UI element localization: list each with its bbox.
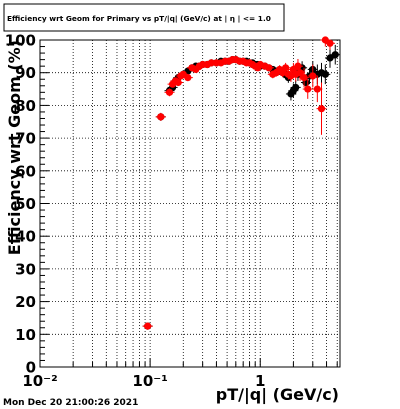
- data-point: [296, 69, 304, 77]
- y-tick-label: 20: [15, 293, 36, 311]
- y-tick-label: 30: [15, 260, 36, 278]
- y-tick-label: 100: [5, 32, 36, 50]
- data-point: [144, 322, 152, 330]
- y-tick-label: 60: [15, 162, 36, 180]
- data-point: [304, 85, 312, 93]
- y-tick-label: 0: [26, 359, 36, 377]
- x-tick-label: 10⁻¹: [132, 372, 167, 390]
- x-axis-title: pT/|q| (GeV/c): [216, 385, 339, 405]
- data-point: [165, 88, 174, 96]
- data-point: [317, 105, 326, 113]
- y-tick-label: 70: [15, 130, 36, 148]
- series-group: [142, 36, 336, 330]
- data-point: [326, 39, 334, 47]
- data-point: [174, 78, 182, 87]
- y-tick-labels: 0 10 20 30 40 50 60 70 80 90 100: [5, 32, 36, 377]
- data-point: [292, 83, 300, 92]
- data-point: [309, 72, 317, 80]
- y-tick-label: 50: [15, 195, 36, 213]
- data-point: [184, 74, 192, 82]
- x-tick-label: 10⁻²: [22, 372, 57, 390]
- axis-ticks: [40, 39, 338, 368]
- data-point: [300, 74, 308, 82]
- y-tick-label: 90: [15, 64, 36, 82]
- data-point: [265, 64, 273, 72]
- data-point: [321, 70, 329, 78]
- chart-title: Efficiency wrt Geom for Primary vs pT/|q…: [7, 14, 271, 24]
- y-tick-label: 80: [15, 97, 36, 115]
- data-series: [142, 36, 341, 330]
- y-tick-label: 40: [15, 228, 36, 246]
- y-axis-title: Efficiency wrt Geom (%): [5, 40, 24, 255]
- data-point: [326, 54, 334, 62]
- data-point: [157, 113, 165, 121]
- data-point: [282, 64, 290, 72]
- data-point: [313, 85, 321, 93]
- y-tick-label: 10: [15, 326, 36, 344]
- x-tick-labels: 10⁻² 10⁻¹ 1: [22, 372, 265, 390]
- title-box: [3, 3, 285, 32]
- footer-timestamp: Mon Dec 20 21:00:26 2021: [3, 398, 138, 408]
- data-point: [331, 51, 339, 59]
- x-tick-label: 1: [255, 372, 265, 390]
- data-point: [207, 59, 215, 67]
